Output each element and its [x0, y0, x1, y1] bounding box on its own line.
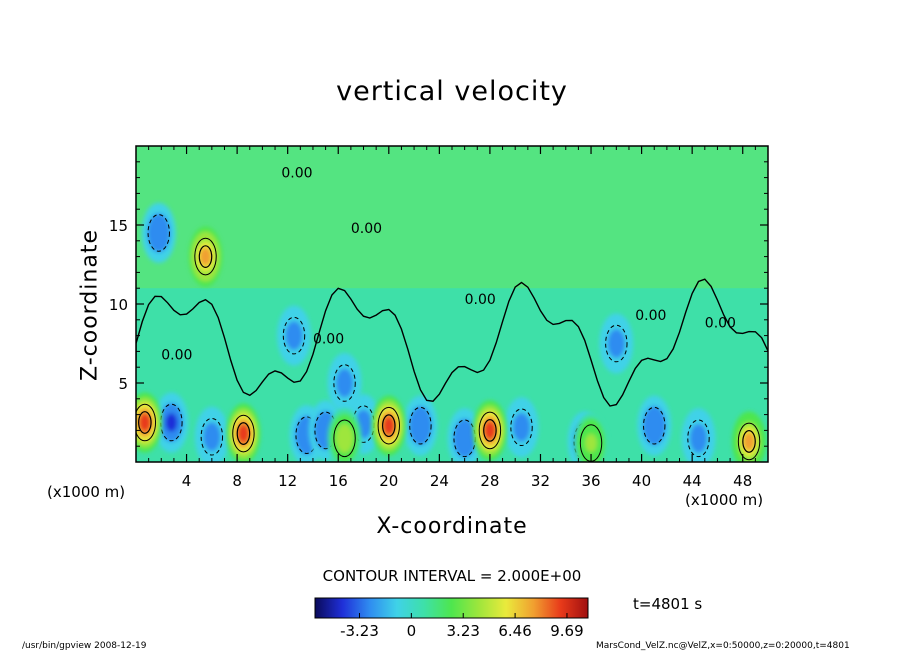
colorbar-tick-label-2: 3.23 [447, 622, 480, 640]
downdraft-contour-13 [333, 364, 356, 402]
updraft-contour-0 [136, 403, 157, 442]
x-tick-label-7: 32 [531, 472, 550, 490]
footer-right: MarsCond_VelZ.nc@VelZ,x=0:50000,z=0:2000… [596, 641, 850, 651]
updraft-6 [327, 408, 362, 462]
updraft-contour-4 [737, 422, 761, 461]
y-tick-label-1: 10 [109, 296, 128, 314]
updraft-7 [574, 413, 609, 462]
downdraft-contour-1 [200, 417, 224, 456]
y-tick-label-0: 5 [118, 375, 128, 393]
updraft-1 [226, 403, 261, 462]
x-axis-label: X-coordinate [376, 514, 528, 539]
updraft-contour-5 [194, 237, 217, 276]
updraft-5 [188, 226, 223, 287]
downdraft-contour-14 [605, 324, 628, 363]
x-tick-label-6: 28 [480, 472, 499, 490]
zero-contour [136, 278, 768, 407]
footer-left: /usr/bin/gpview 2008-12-19 [22, 641, 147, 651]
x-tick-label-2: 12 [278, 472, 297, 490]
x-tick-label-4: 20 [379, 472, 398, 490]
updraft-contour-3 [478, 411, 502, 450]
updraft-contour-inner-4 [742, 430, 756, 453]
field-upper [136, 146, 768, 289]
downdraft-9 [637, 395, 672, 456]
contour-label-6: 0.00 [161, 347, 192, 363]
contour-label-0: 0.00 [281, 166, 312, 182]
downdraft-contour-11 [147, 214, 170, 252]
x-tick-label-8: 36 [581, 472, 600, 490]
x-tick-label-5: 24 [430, 472, 449, 490]
downdraft-10 [681, 408, 716, 462]
updraft-contour-inner-3 [483, 419, 497, 442]
downdraft-5 [403, 395, 438, 456]
contour-label-2: 0.00 [313, 332, 344, 348]
colorbar-tick-label-4: 9.69 [550, 622, 583, 640]
downdraft-contour-10 [687, 419, 710, 458]
downdraft-contour-5 [409, 406, 432, 445]
updraft-contour-1 [232, 414, 255, 453]
x-tick-label-11: 48 [733, 472, 752, 490]
updraft-contour-inner-0 [138, 411, 152, 434]
updraft-contour-inner-2 [381, 414, 396, 438]
x-unit-label-left: (x1000 m) [47, 483, 126, 501]
contour-label-4: 0.00 [635, 308, 666, 324]
updraft-2 [371, 395, 406, 456]
updraft-3 [472, 400, 507, 461]
x-tick-label-1: 8 [232, 472, 242, 490]
downdraft-contour-0 [160, 403, 183, 442]
x-tick-label-0: 4 [182, 472, 192, 490]
updraft-contour-2 [377, 406, 400, 445]
x-tick-label-9: 40 [632, 472, 651, 490]
contour-interval-label: CONTOUR INTERVAL = 2.000E+00 [322, 567, 582, 585]
downdraft-contour-9 [643, 406, 666, 445]
downdraft-0 [154, 392, 189, 453]
downdraft-7 [504, 397, 539, 458]
downdraft-14 [599, 313, 634, 374]
contour-label-3: 0.00 [465, 292, 496, 308]
chart-title: vertical velocity [336, 76, 568, 107]
updraft-0 [136, 392, 162, 453]
y-tick-label-2: 15 [109, 217, 128, 235]
x-tick-label-10: 44 [683, 472, 702, 490]
colorbar-tick-label-3: 6.46 [498, 622, 531, 640]
updraft-contour-6 [333, 419, 356, 458]
contour-label-1: 0.00 [351, 221, 382, 237]
updraft-contour-inner-5 [198, 245, 213, 269]
downdraft-1 [194, 406, 229, 462]
downdraft-contour-12 [282, 316, 306, 355]
downdraft-13 [327, 353, 362, 413]
downdraft-11 [141, 202, 176, 263]
colorbar-tick-label-1: 0 [407, 622, 417, 640]
downdraft-12 [277, 305, 311, 366]
heatmap-field: 0.00 0.00 0.00 0.00 0.00 0.00 0.00 [136, 146, 768, 462]
x-tick-label-3: 16 [329, 472, 348, 490]
colorbar [314, 597, 589, 619]
time-label: t=4801 s [633, 595, 703, 613]
downdraft-contour-7 [510, 408, 533, 447]
updraft-contour-inner-1 [236, 422, 251, 445]
contour-label-5: 0.00 [705, 316, 736, 332]
x-unit-label-right: (x1000 m) [685, 491, 764, 509]
colorbar-tick-label-0: -3.23 [340, 622, 379, 640]
